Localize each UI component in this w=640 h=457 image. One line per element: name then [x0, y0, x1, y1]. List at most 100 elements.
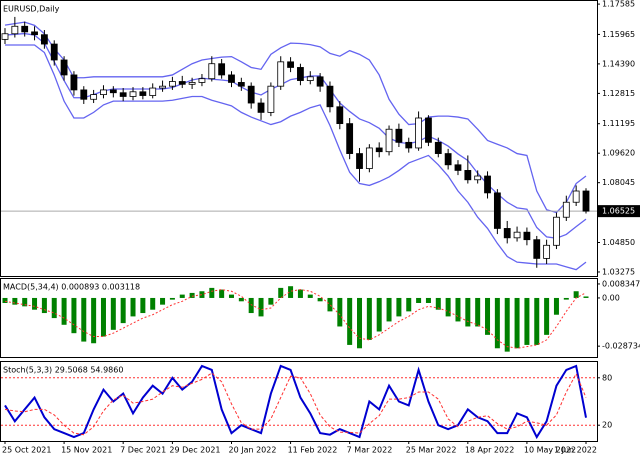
candle-body: [228, 74, 235, 83]
macd-bar: [268, 297, 274, 305]
price-panel: [0, 0, 598, 277]
current-price-label: 1.06525: [602, 207, 635, 216]
macd-bar: [475, 297, 481, 327]
macd-bar: [219, 289, 225, 298]
candle-body: [119, 92, 127, 97]
macd-bar: [514, 297, 520, 349]
y-tick-label: 1.15965: [602, 30, 635, 39]
macd-bar: [81, 297, 87, 342]
y-tick-label: 1.12815: [602, 89, 635, 98]
macd-bar: [209, 287, 215, 298]
macd-bar: [100, 297, 106, 337]
macd-bar: [455, 297, 461, 322]
macd-bar: [22, 297, 28, 307]
x-tick-label: 20 Jan 2022: [228, 446, 276, 455]
macd-bar: [228, 294, 234, 298]
y-tick-label: 1.08045: [602, 178, 635, 187]
candle-body: [365, 147, 373, 169]
macd-bar: [288, 286, 294, 298]
candle-body: [1, 33, 9, 40]
macd-bar: [583, 296, 589, 298]
candle-body: [306, 76, 314, 81]
macd-bar: [120, 297, 126, 324]
macd-bar: [238, 297, 244, 302]
macd-bar: [544, 297, 550, 335]
candle-body: [326, 85, 334, 108]
candle-body: [523, 231, 531, 241]
stoch-main: [4, 364, 587, 440]
macd-bar: [337, 297, 343, 327]
candle-body: [454, 164, 462, 171]
y-tick-label: 1.03275: [602, 267, 635, 276]
current-price-box: [598, 205, 640, 218]
macd-bar: [553, 297, 559, 315]
x-tick-label: 7 Mar 2022: [347, 446, 393, 455]
candle-body: [159, 85, 166, 89]
candle-body: [336, 106, 344, 125]
macd-bar: [150, 297, 156, 310]
macd-bar: [110, 297, 116, 330]
y-tick-label: 80: [602, 373, 612, 382]
upper-band: [4, 21, 587, 214]
macd-bar: [376, 297, 382, 332]
candle-body: [70, 74, 78, 91]
macd-bar: [534, 297, 540, 345]
x-tick-label: 18 Apr 2022: [465, 446, 514, 455]
candle-body: [218, 63, 226, 76]
macd-bar: [258, 297, 264, 317]
y-tick-label: 1.14390: [602, 59, 635, 68]
macd-bar: [465, 297, 471, 327]
y-tick-label: 1.09620: [602, 149, 635, 158]
candle-body: [543, 244, 551, 259]
candle-body: [40, 34, 48, 45]
macd-bar: [396, 297, 402, 317]
macd-bar: [169, 297, 175, 300]
macd-panel: [0, 278, 598, 358]
candle-body: [582, 190, 590, 212]
candle-body: [493, 192, 501, 229]
candle-body: [11, 25, 19, 35]
macd-bar: [445, 297, 451, 317]
candle-body: [178, 81, 186, 85]
macd-bar: [317, 297, 323, 302]
candle-body: [287, 61, 294, 68]
macd-bar: [327, 297, 333, 312]
candle-body: [237, 82, 245, 87]
candle-body: [100, 89, 107, 96]
candle-body: [188, 82, 196, 85]
macd-bar: [189, 292, 195, 298]
candle-body: [553, 216, 560, 246]
candle-body: [415, 117, 422, 149]
y-tick-label: 1.11195: [602, 119, 635, 128]
candle-body: [247, 85, 255, 104]
candle-body: [375, 147, 383, 153]
macd-bar: [573, 291, 579, 298]
macd-bar: [347, 297, 353, 345]
candle-body: [297, 67, 304, 81]
candle-body: [21, 25, 29, 33]
candle-body: [80, 89, 88, 100]
macd-bar: [563, 297, 569, 300]
x-tick-label: 1 Jun 2022: [554, 446, 597, 455]
macd-bar: [71, 297, 77, 334]
candle-body: [425, 117, 432, 143]
macd-bar: [160, 297, 166, 305]
candle-body: [31, 31, 38, 36]
y-tick-label: 1.04850: [602, 238, 635, 247]
candle-body: [533, 239, 541, 259]
candle-body: [316, 76, 324, 87]
lower-band: [5, 44, 587, 271]
chart-title: EURUSD,Daily: [3, 5, 60, 14]
macd-bar: [199, 291, 205, 298]
candle-body: [385, 128, 393, 153]
macd-bar: [41, 297, 47, 314]
macd-bar: [248, 297, 254, 314]
stoch-signal: [4, 372, 587, 436]
macd-bar: [140, 297, 146, 314]
y-tick-label: -0.028734: [602, 342, 640, 351]
stoch-title: Stoch(5,3,3) 29.5068 54.9860: [3, 366, 123, 375]
y-tick-label: 0.00: [602, 293, 620, 302]
